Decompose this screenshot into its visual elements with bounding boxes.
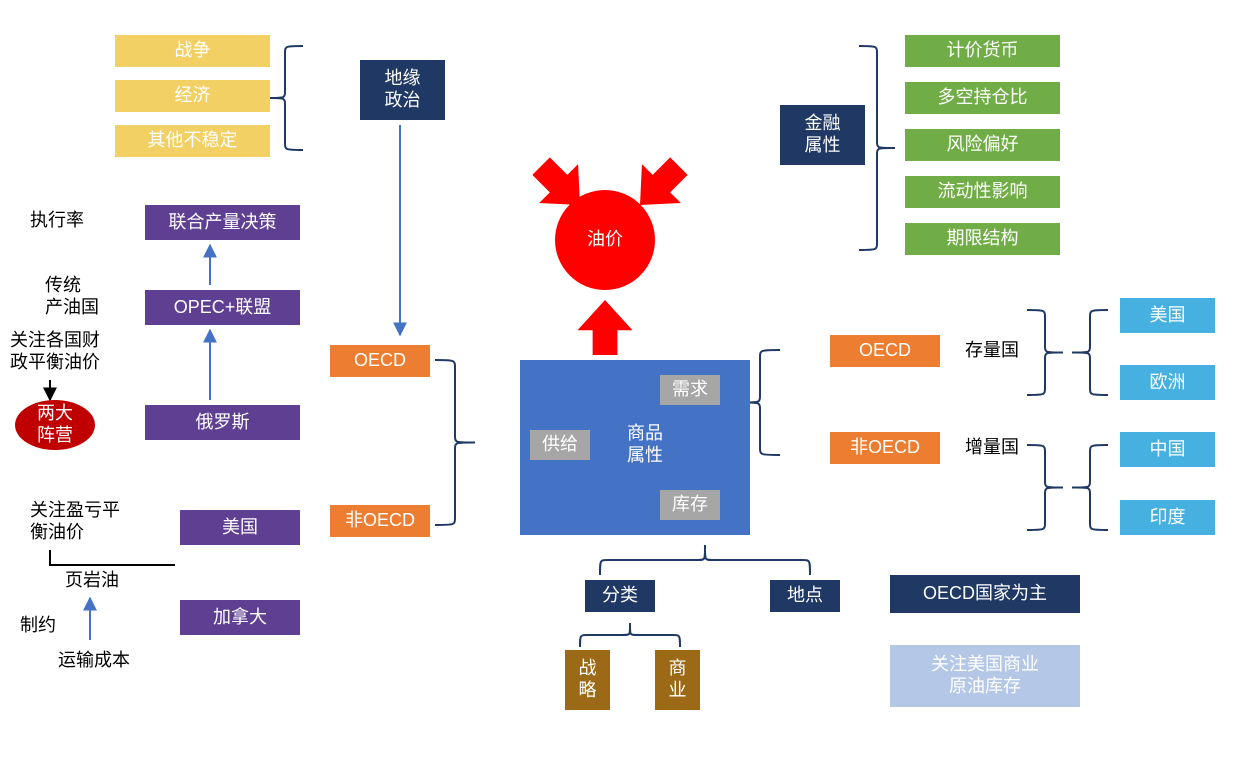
label-stock-country: 存量国 — [965, 340, 1019, 362]
node-demand: 需求 — [660, 375, 720, 405]
node-commodity-label: 商品 属性 — [605, 420, 685, 470]
node-location: 地点 — [770, 580, 840, 612]
node-oecd-left: OECD — [330, 345, 430, 377]
node-us-inventory: 关注美国商业 原油库存 — [890, 645, 1080, 707]
node-opec-alliance: OPEC+联盟 — [145, 290, 300, 325]
node-india: 印度 — [1120, 500, 1215, 535]
node-strategy: 战 略 — [565, 650, 610, 710]
label-transport: 运输成本 — [58, 650, 130, 672]
label-exec-rate: 执行率 — [30, 210, 84, 232]
node-nonoecd-left: 非OECD — [330, 505, 430, 537]
node-joint-decision: 联合产量决策 — [145, 205, 300, 240]
node-usa-lb: 美国 — [1120, 298, 1215, 333]
node-supply: 供给 — [530, 430, 590, 460]
label-fiscal: 关注各国财 政平衡油价 — [10, 330, 100, 373]
node-finance-attr: 金融 属性 — [780, 105, 865, 165]
node-inventory: 库存 — [660, 490, 720, 520]
node-usa-purple: 美国 — [180, 510, 300, 545]
node-war: 战争 — [115, 35, 270, 67]
node-europe: 欧洲 — [1120, 365, 1215, 400]
node-russia: 俄罗斯 — [145, 405, 300, 440]
node-currency: 计价货币 — [905, 35, 1060, 67]
node-china: 中国 — [1120, 432, 1215, 467]
label-traditional: 传统 产油国 — [45, 275, 99, 318]
node-longshort: 多空持仓比 — [905, 82, 1060, 114]
node-oecd-main: OECD国家为主 — [890, 575, 1080, 613]
node-other-instability: 其他不稳定 — [115, 125, 270, 157]
node-term: 期限结构 — [905, 223, 1060, 255]
node-classify: 分类 — [585, 580, 655, 612]
node-liquidity: 流动性影响 — [905, 176, 1060, 208]
node-canada: 加拿大 — [180, 600, 300, 635]
label-breakeven: 关注盈亏平 衡油价 — [30, 500, 120, 543]
label-constraint: 制约 — [20, 615, 56, 637]
node-oil-price: 油价 — [555, 190, 655, 290]
label-shale: 页岩油 — [65, 570, 119, 592]
node-commercial: 商 业 — [655, 650, 700, 710]
node-economy: 经济 — [115, 80, 270, 112]
node-nonoecd-right: 非OECD — [830, 432, 940, 464]
node-oecd-right: OECD — [830, 335, 940, 367]
node-geopolitics: 地缘 政治 — [360, 60, 445, 120]
label-inc-country: 增量国 — [965, 437, 1019, 459]
node-risk: 风险偏好 — [905, 129, 1060, 161]
node-two-camps: 两大 阵营 — [15, 400, 95, 450]
